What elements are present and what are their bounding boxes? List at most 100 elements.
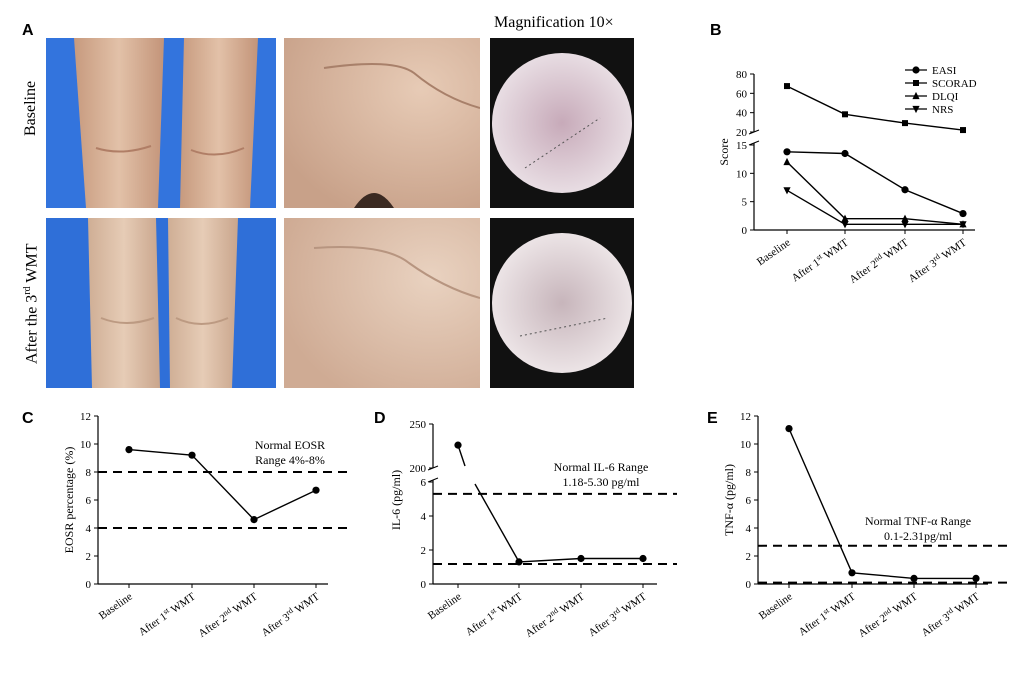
y-axis-title: EOSR percentage (%) [62, 447, 76, 554]
x-tick-label: After 2nd WMT [195, 589, 260, 640]
x-tick-label: After 3rd WMT [258, 589, 322, 639]
data-point-nrs [901, 221, 909, 229]
axis-break-mark [427, 477, 439, 483]
x-tick-label: After 1st WMT [795, 589, 858, 639]
y-tick-label: 10 [740, 439, 752, 451]
y-tick-label: 12 [80, 411, 91, 423]
y-tick-label: 6 [746, 495, 752, 507]
magnification-label: Magnification 10× [494, 14, 614, 31]
data-point [515, 558, 523, 566]
y-tick-label: 6 [86, 495, 92, 507]
legend-marker-scorad [913, 80, 919, 86]
data-point [848, 569, 856, 577]
legend-label-easi: EASI [932, 65, 957, 77]
y-tick-label: 60 [736, 88, 748, 100]
row-label-after-third-wmt-part2: WMT [23, 243, 41, 287]
photo-baseline-dermoscopy-image [490, 38, 634, 208]
series-line-dlqi [786, 161, 964, 226]
annotation-line-2: Range 4%-8% [255, 453, 325, 467]
data-point-nrs [959, 221, 967, 229]
data-point-scorad [842, 111, 848, 118]
data-point-scorad [902, 120, 908, 127]
panel-label-b: B [710, 22, 722, 39]
data-point-dlqi [901, 214, 909, 222]
data-point-scorad [784, 83, 790, 90]
data-point-easi [841, 149, 849, 158]
data-point [639, 554, 647, 563]
y-tick-label: 15 [736, 140, 748, 152]
series-line-nrs [786, 189, 963, 226]
y-tick-label: 4 [421, 511, 427, 523]
data-point-easi [901, 186, 909, 194]
data-point [454, 441, 462, 449]
photo-after-shoulder [284, 218, 480, 388]
y-tick-label: 10 [736, 168, 748, 180]
panel-label-a: A [22, 22, 34, 39]
panel-label-d: D [374, 410, 386, 427]
data-point [785, 425, 793, 433]
photo-baseline-dermoscopy [490, 38, 634, 208]
x-tick-label: After 3rd WMT [905, 235, 969, 285]
data-point-easi [783, 148, 791, 156]
annotation-line-1: Normal TNF-α Range [865, 514, 971, 528]
y-tick-label: 0 [421, 579, 427, 591]
data-point [972, 574, 980, 582]
y-tick-label: 5 [742, 197, 748, 209]
y-tick-label: 6 [421, 477, 427, 489]
x-tick-label: After 3rd WMT [918, 589, 982, 639]
photo-after-knees-image [46, 218, 276, 388]
y-tick-label: 0 [746, 579, 752, 591]
y-tick-label: 2 [86, 551, 92, 563]
y-axis-title: Score [717, 138, 731, 165]
series-line-segment [457, 444, 466, 467]
y-tick-label: 2 [421, 545, 427, 557]
y-tick-label: 0 [86, 579, 92, 591]
photo-baseline-knees [46, 38, 276, 208]
photo-after-dermoscopy [490, 218, 634, 388]
data-point-nrs [783, 187, 791, 195]
y-tick-label: 80 [736, 69, 748, 81]
x-tick-label: After 3rd WMT [585, 589, 649, 639]
y-tick-label: 200 [410, 463, 427, 475]
annotation-line-2: 1.18-5.30 pg/ml [563, 475, 641, 489]
series-line [128, 448, 317, 521]
photo-after-dermoscopy-image [490, 218, 634, 388]
x-tick-label: Baseline [97, 591, 135, 623]
data-point-scorad [960, 127, 966, 134]
y-tick-label: 12 [740, 411, 751, 423]
legend-label-scorad: SCORAD [932, 78, 977, 90]
data-point-easi [959, 209, 967, 218]
row-label-superscript: rd [22, 286, 33, 295]
y-tick-label: 8 [746, 467, 752, 479]
panel-label-c: C [22, 410, 34, 427]
y-tick-label: 4 [746, 523, 752, 535]
series-line-scorad [786, 85, 964, 131]
y-tick-label: 250 [410, 419, 427, 431]
y-tick-label: 20 [736, 127, 748, 139]
x-tick-label: After 2nd WMT [846, 235, 911, 286]
x-tick-label: Baseline [426, 591, 464, 623]
x-tick-label: After 2nd WMT [522, 589, 587, 640]
legend-marker-easi [912, 66, 920, 74]
y-axis-title: TNF-α (pg/ml) [722, 464, 736, 536]
data-point-dlqi [783, 157, 791, 166]
x-tick-label: After 1st WMT [135, 589, 198, 639]
row-label-baseline: Baseline [22, 80, 39, 136]
legend-marker-nrs [912, 105, 920, 114]
row-label-after-third-wmt-part1: After the 3 [23, 294, 41, 364]
data-point [125, 446, 133, 454]
legend-label-nrs: NRS [932, 104, 953, 116]
x-tick-label: Baseline [755, 237, 793, 269]
y-tick-label: 40 [736, 108, 748, 120]
x-tick-label: After 1st WMT [788, 235, 851, 285]
photo-after-shoulder-image [284, 218, 480, 388]
y-tick-label: 10 [80, 439, 92, 451]
data-point [312, 486, 320, 494]
y-tick-label: 8 [86, 467, 92, 479]
series-line-easi [786, 151, 964, 215]
photo-baseline-knees-image [46, 38, 276, 208]
legend-label-dlqi: DLQI [932, 91, 959, 103]
